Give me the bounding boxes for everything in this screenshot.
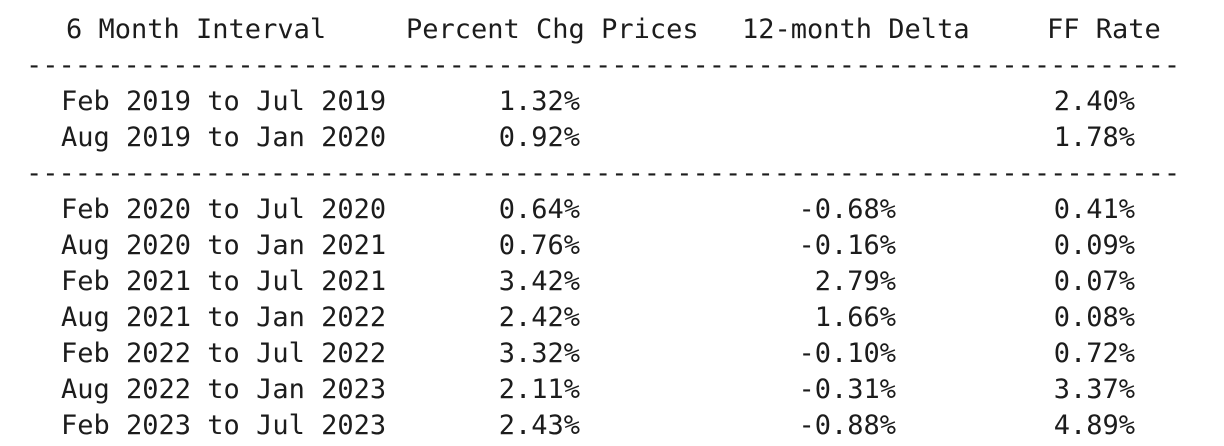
table-row: Feb 2023 to Jul 2023 2.43% -0.88% 4.89% [0,408,1224,444]
cell-interval: Aug 2020 to Jan 2021 [61,230,387,261]
cell-interval: Feb 2020 to Jul 2020 [61,194,387,225]
cell-12-month-delta: 2.79% [814,266,896,297]
table-row: Feb 2021 to Jul 2021 3.42% 2.79% 0.07% [0,264,1224,300]
cell-percent-chg-prices: 2.11% [498,374,580,405]
cell-ff-rate: 0.07% [1053,266,1135,297]
cell-percent-chg-prices: 0.64% [498,194,580,225]
column-header-6-month-interval: 6 Month Interval [66,14,327,45]
cell-interval: Aug 2019 to Jan 2020 [61,122,387,153]
table-row: Aug 2021 to Jan 2022 2.42% 1.66% 0.08% [0,300,1224,336]
cell-12-month-delta: 1.66% [814,302,896,333]
separator-row: ----------------------------------------… [0,48,1224,84]
cell-percent-chg-prices: 1.32% [498,86,580,117]
dashed-rule: ----------------------------------------… [26,50,1181,81]
cell-12-month-delta: -0.88% [798,410,896,441]
cell-12-month-delta: -0.31% [798,374,896,405]
cell-ff-rate: 0.72% [1053,338,1135,369]
cell-ff-rate: 0.41% [1053,194,1135,225]
column-header-percent-chg-prices: Percent Chg Prices [406,14,699,45]
cell-ff-rate: 4.89% [1053,410,1135,441]
section-2020-2023: Feb 2020 to Jul 2020 0.64% -0.68% 0.41% Aug … [0,192,1224,444]
table-row: Feb 2022 to Jul 2022 3.32% -0.10% 0.72% [0,336,1224,372]
column-header-ff-rate: FF Rate [1047,14,1161,45]
cell-percent-chg-prices: 0.76% [498,230,580,261]
table-row: Feb 2019 to Jul 2019 1.32% 2.40% [0,84,1224,120]
dashed-rule: ----------------------------------------… [26,158,1181,189]
cell-ff-rate: 1.78% [1053,122,1135,153]
cell-12-month-delta: -0.10% [798,338,896,369]
separator-row: ----------------------------------------… [0,156,1224,192]
cell-percent-chg-prices: 2.42% [498,302,580,333]
cell-interval: Aug 2021 to Jan 2022 [61,302,387,333]
header-row: 6 Month Interval Percent Chg Prices 12-m… [0,12,1224,48]
table-row: Feb 2020 to Jul 2020 0.64% -0.68% 0.41% [0,192,1224,228]
cell-interval: Aug 2022 to Jan 2023 [61,374,387,405]
table-row: Aug 2022 to Jan 2023 2.11% -0.31% 3.37% [0,372,1224,408]
cell-interval: Feb 2021 to Jul 2021 [61,266,387,297]
cell-interval: Feb 2022 to Jul 2022 [61,338,387,369]
cell-percent-chg-prices: 3.32% [498,338,580,369]
cell-percent-chg-prices: 2.43% [498,410,580,441]
table-row: Aug 2019 to Jan 2020 0.92% 1.78% [0,120,1224,156]
cell-interval: Feb 2019 to Jul 2019 [61,86,387,117]
cell-percent-chg-prices: 3.42% [498,266,580,297]
cell-12-month-delta: -0.16% [798,230,896,261]
cell-ff-rate: 0.08% [1053,302,1135,333]
column-header-12-month-delta: 12-month Delta [742,14,970,45]
cell-ff-rate: 0.09% [1053,230,1135,261]
table-row: Aug 2020 to Jan 2021 0.76% -0.16% 0.09% [0,228,1224,264]
cell-ff-rate: 3.37% [1053,374,1135,405]
section-2019: Feb 2019 to Jul 2019 1.32% 2.40% Aug 2019 t… [0,84,1224,156]
cell-percent-chg-prices: 0.92% [498,122,580,153]
cell-interval: Feb 2023 to Jul 2023 [61,410,387,441]
cell-ff-rate: 2.40% [1053,86,1135,117]
cell-12-month-delta: -0.68% [798,194,896,225]
